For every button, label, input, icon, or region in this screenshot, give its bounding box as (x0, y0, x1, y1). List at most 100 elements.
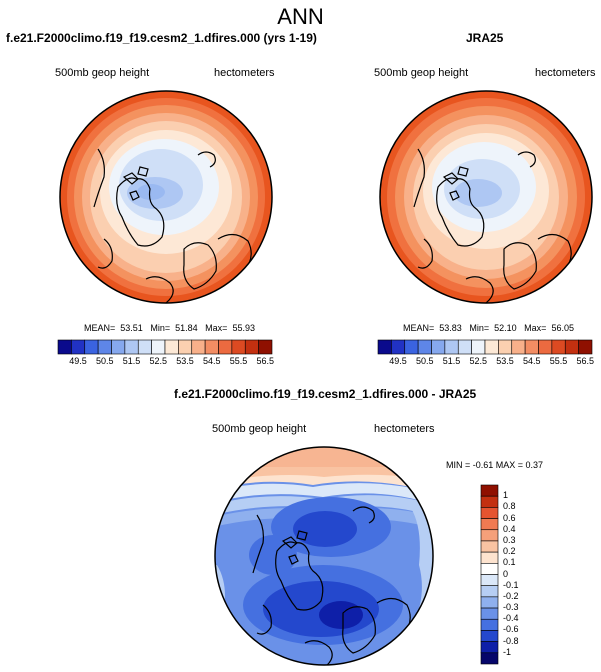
colorbar-tick-label: 53.5 (496, 356, 514, 366)
right-mean-value: 53.83 (439, 323, 462, 333)
colorbar-tick-label: 0.3 (503, 534, 516, 545)
colorbar-tick-label: 52.5 (149, 356, 168, 366)
colorbar-tick-label: 0 (503, 568, 509, 579)
colorbar-swatch (231, 339, 246, 355)
colorbar-swatch (204, 339, 219, 355)
colorbar-swatch (480, 652, 499, 665)
left-max-label: Max= (205, 323, 228, 333)
colorbar-swatch (258, 339, 273, 355)
colorbar-swatch (151, 339, 166, 355)
colorbar-tick-label: 55.5 (229, 356, 248, 366)
colorbar-tick-label: 52.5 (469, 356, 488, 366)
colorbar-swatch (484, 339, 499, 355)
colorbar-swatch (480, 607, 499, 620)
figure-title: ANN (277, 4, 324, 29)
colorbar-swatch (480, 495, 499, 508)
diff-colorbar (480, 484, 499, 665)
left-colorbar-ticks: 49.5 50.5 51.5 52.5 53.5 54.5 55.5 56.5 (58, 356, 275, 368)
colorbar-swatch (480, 551, 499, 564)
colorbar-swatch (480, 563, 499, 575)
right-max-value: 56.05 (551, 323, 574, 333)
left-colorbar (57, 339, 273, 355)
colorbar-tick-label: -0.3 (503, 602, 519, 613)
colorbar-tick-label: -0.6 (503, 624, 519, 635)
colorbar-tick-label: 49.5 (69, 356, 87, 366)
diff-colorbar-ticks: 1 0.8 0.6 0.4 0.3 0.2 0.1 0 -0.1 -0.2 -0.3 -0.4 -0.6… (503, 485, 543, 664)
colorbar-tick-label: 54.5 (203, 356, 221, 366)
colorbar-tick-label: 56.5 (256, 356, 275, 366)
colorbar-swatch (551, 339, 566, 355)
colorbar-tick-label: 49.5 (389, 356, 407, 366)
colorbar-swatch (480, 618, 499, 631)
colorbar-swatch (480, 484, 499, 497)
colorbar-tick-label: -0.1 (503, 579, 519, 590)
colorbar-tick-label: 51.5 (122, 356, 141, 366)
left-stats: MEAN= 53.51 Min= 51.84 Max= 55.93 (84, 323, 255, 333)
right-min-label: Min= (469, 323, 490, 333)
colorbar-swatch (480, 641, 499, 654)
colorbar-swatch (404, 339, 419, 355)
colorbar-tick-label: 0.8 (503, 501, 516, 512)
colorbar-tick-label: 50.5 (416, 356, 434, 366)
colorbar-swatch (84, 339, 99, 355)
colorbar-tick-label: 53.5 (176, 356, 194, 366)
colorbar-swatch (391, 339, 406, 355)
right-units-label: hectometers (535, 67, 596, 79)
colorbar-tick-label: -0.2 (503, 590, 519, 601)
left-min-label: Min= (150, 323, 171, 333)
colorbar-tick-label: 51.5 (442, 356, 461, 366)
colorbar-swatch (178, 339, 193, 355)
diff-stats: MIN = -0.61 MAX = 0.37 (446, 460, 544, 470)
colorbar-swatch (480, 574, 499, 586)
diff-panel-title: f.e21.F2000climo.f19_f19.cesm2_1.dfires.… (174, 387, 477, 401)
right-colorbar (377, 339, 593, 355)
colorbar-swatch (71, 339, 86, 355)
colorbar-swatch (480, 529, 499, 542)
colorbar-swatch (480, 518, 499, 531)
left-polar-map (59, 90, 273, 304)
colorbar-swatch (480, 630, 499, 642)
colorbar-swatch (480, 540, 499, 553)
colorbar-swatch (417, 339, 432, 355)
colorbar-tick-label: -0.8 (503, 635, 519, 646)
colorbar-swatch (57, 339, 72, 355)
right-mean-label: MEAN= (403, 323, 435, 333)
colorbar-swatch (191, 339, 206, 355)
colorbar-swatch (444, 339, 459, 355)
colorbar-tick-label: 55.5 (549, 356, 568, 366)
colorbar-swatch (480, 596, 499, 609)
right-min-value: 52.10 (494, 323, 517, 333)
diff-polar-map (214, 446, 434, 666)
diff-units-label: hectometers (374, 423, 435, 435)
right-colorbar-ticks: 49.5 50.5 51.5 52.5 53.5 54.5 55.5 56.5 (378, 356, 594, 368)
colorbar-swatch (111, 339, 126, 355)
right-variable-label: 500mb geop height (374, 67, 469, 79)
left-max-value: 55.93 (232, 323, 255, 333)
colorbar-swatch (431, 339, 446, 355)
colorbar-swatch (538, 339, 553, 355)
colorbar-swatch (457, 339, 472, 355)
colorbar-tick-label: -1 (503, 646, 512, 657)
colorbar-swatch (164, 339, 179, 355)
right-panel-title: JRA25 (466, 31, 504, 45)
colorbar-swatch (218, 339, 233, 355)
left-min-value: 51.84 (175, 323, 198, 333)
colorbar-swatch (480, 507, 499, 519)
left-panel-title: f.e21.F2000climo.f19_f19.cesm2_1.dfires.… (6, 31, 317, 45)
colorbar-swatch (471, 339, 486, 355)
left-mean-label: MEAN= (84, 323, 116, 333)
left-mean-value: 53.51 (120, 323, 143, 333)
colorbar-swatch (511, 339, 526, 355)
colorbar-swatch (244, 339, 259, 355)
colorbar-tick-label: 0.1 (503, 557, 516, 568)
colorbar-tick-label: 50.5 (96, 356, 114, 366)
colorbar-swatch (377, 339, 392, 355)
colorbar-swatch (498, 339, 513, 355)
colorbar-tick-label: 0.2 (503, 546, 516, 557)
colorbar-swatch (578, 339, 593, 355)
colorbar-swatch (524, 339, 539, 355)
colorbar-swatch (124, 339, 139, 355)
colorbar-tick-label: 0.6 (503, 512, 516, 523)
colorbar-swatch (480, 585, 499, 598)
left-units-label: hectometers (214, 67, 275, 79)
